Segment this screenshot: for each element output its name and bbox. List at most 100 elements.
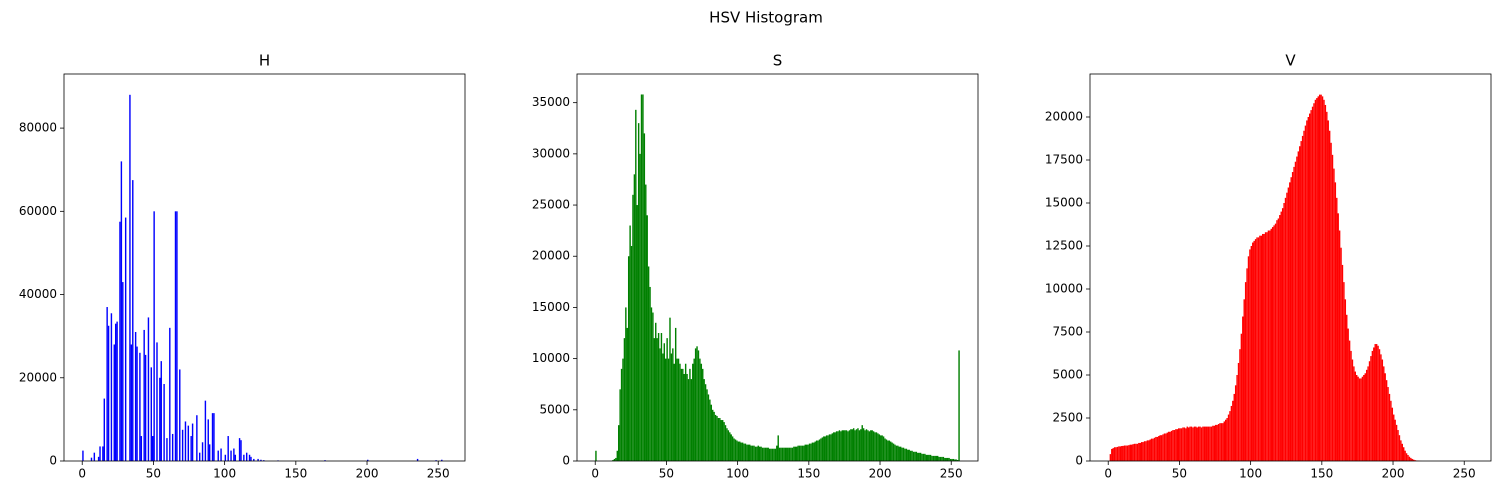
histogram-bar (878, 434, 881, 461)
y-tick-label: 5000 (1052, 368, 1083, 382)
histogram-bar (924, 453, 926, 461)
histogram-bar (739, 441, 741, 461)
histogram-bar (763, 447, 765, 461)
histogram-bar (679, 363, 681, 461)
histogram-bar (1296, 156, 1298, 461)
histogram-bar (872, 431, 875, 461)
histogram-bar (1212, 425, 1214, 461)
axes-frame (1089, 73, 1492, 462)
histogram-bar (642, 94, 644, 461)
histogram-bar (833, 432, 835, 461)
histogram-bar (1206, 426, 1208, 461)
histogram-bar (877, 433, 879, 461)
histogram-bar (683, 373, 685, 461)
histogram-bar (830, 434, 832, 461)
histogram-bar (764, 447, 767, 461)
histogram-bar (711, 409, 714, 461)
histogram-bar (643, 133, 646, 461)
histogram-bar (250, 456, 252, 461)
histogram-bar (749, 444, 751, 461)
histogram-bar (1135, 443, 1137, 461)
x-tick-label: 0 (1104, 467, 1112, 481)
histogram-bar (657, 333, 660, 461)
histogram-bar (1411, 458, 1413, 461)
histogram-bar (922, 453, 925, 461)
histogram-bar (696, 346, 698, 461)
histogram-bar (684, 363, 687, 461)
y-tick-label: 5000 (539, 402, 570, 416)
histogram-bar (935, 455, 937, 461)
histogram-bar (263, 460, 265, 461)
histogram-bar (1316, 98, 1318, 461)
histogram-bar (1400, 440, 1402, 461)
y-tick-label: 25000 (532, 198, 570, 212)
histogram-bar (773, 448, 775, 461)
histogram-bar (640, 94, 643, 461)
histogram-bar (230, 450, 232, 461)
x-tick-label: 200 (1382, 467, 1405, 481)
histogram-bar (147, 317, 150, 461)
histogram-bar (140, 436, 143, 461)
histogram-bar (217, 450, 219, 461)
x-tick-label: 200 (869, 467, 892, 481)
histogram-bar (1262, 233, 1264, 461)
histogram-bar (811, 442, 814, 461)
histogram-bar (625, 307, 627, 461)
y-tick-label: 0 (1075, 454, 1083, 468)
histogram-bar (243, 454, 245, 461)
x-tick-label: 50 (146, 467, 161, 481)
histogram-bar (929, 454, 932, 461)
histogram-bar (1247, 256, 1250, 461)
histogram-bar (639, 153, 641, 461)
histogram-bar (838, 430, 841, 461)
histogram-bar (655, 322, 657, 461)
y-tick-label: 17500 (1045, 153, 1083, 167)
histogram-bar (777, 435, 779, 461)
histogram-bar (919, 452, 922, 461)
histogram-bar (248, 454, 251, 461)
histogram-bar (713, 411, 715, 461)
histogram-bar (734, 439, 737, 461)
histogram-bar (1321, 96, 1324, 462)
histogram-bar (124, 217, 127, 461)
histogram-bar (729, 432, 731, 461)
histogram-bar (1394, 419, 1396, 461)
histogram-bar (674, 327, 677, 461)
histogram-bar (144, 354, 147, 461)
histogram-bar (942, 456, 945, 461)
histogram-bar (1402, 447, 1405, 461)
histogram-bar (726, 428, 728, 461)
histogram-bar (159, 377, 161, 461)
histogram-bar (1404, 450, 1406, 461)
histogram-bar (150, 367, 153, 461)
histogram-bar (1131, 444, 1133, 461)
histogram-bar (207, 419, 209, 461)
histogram-bar (1267, 230, 1270, 461)
histogram-bar (841, 430, 844, 461)
histogram-bar (113, 344, 115, 461)
histogram-bar (733, 438, 735, 461)
histogram-bar (798, 445, 801, 461)
histogram-bar (1358, 378, 1361, 461)
histogram-bar (1405, 453, 1408, 461)
histogram-bar (1240, 333, 1243, 461)
histogram-bar (1351, 359, 1354, 461)
histogram-bar (623, 338, 626, 461)
histogram-bar (1395, 424, 1398, 461)
histogram-bar (1260, 235, 1263, 461)
histogram-bar (665, 358, 667, 461)
histogram-bar (1289, 182, 1291, 462)
histogram-bar (758, 446, 761, 461)
y-tick-label: 40000 (19, 287, 57, 301)
histogram-bar (1326, 111, 1328, 461)
y-tick-label: 20000 (1045, 110, 1083, 124)
histogram-bar (1132, 444, 1134, 461)
histogram-bar (804, 444, 806, 461)
histogram-bar (1233, 393, 1235, 461)
histogram-bar (897, 445, 899, 461)
histogram-bar (887, 440, 889, 461)
histogram-bar (741, 442, 744, 461)
x-tick-label: 100 (1239, 467, 1262, 481)
histogram-bar (709, 399, 711, 461)
histogram-bar (616, 450, 619, 461)
